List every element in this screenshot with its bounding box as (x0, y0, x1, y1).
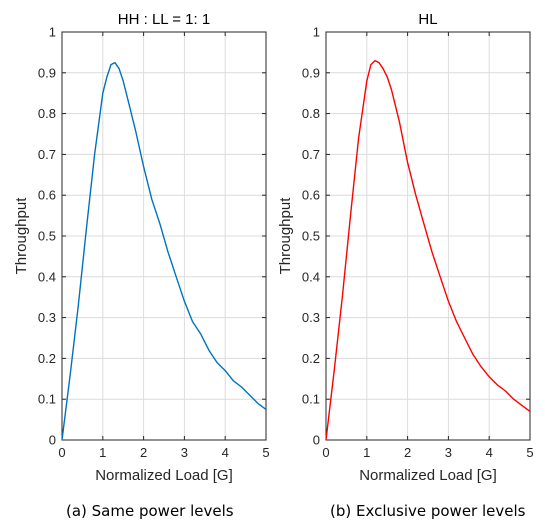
caption-b: (b) Exclusive power levels (330, 502, 526, 520)
y-tick-label: 0.1 (302, 392, 320, 407)
x-tick-label: 5 (262, 445, 269, 460)
x-tick-label: 5 (526, 445, 533, 460)
x-tick-label: 2 (404, 445, 411, 460)
series-line (325, 59, 531, 441)
chart-title: HL (418, 11, 437, 28)
x-tick-label: 4 (222, 445, 229, 460)
y-tick-label: 0.5 (38, 229, 56, 244)
y-tick-label: 0.4 (302, 269, 320, 284)
figure: 0 1 2 3 4 5 0 0.1 0.2 0.3 0.4 0.5 0.6 0.7 0.8 0.9 1 HH : … (13, 11, 534, 484)
x-tick-label: 0 (322, 445, 329, 460)
y-tick-label: 0.6 (38, 188, 56, 203)
series-line (61, 61, 267, 441)
y-tick-label: 0.3 (38, 310, 56, 325)
x-tick-label: 1 (363, 445, 370, 460)
x-axis-label: Normalized Load [G] (359, 467, 497, 484)
x-tick-label: 2 (140, 445, 147, 460)
y-tick-label: 0.1 (38, 392, 56, 407)
y-axis-label: Throughput (13, 197, 30, 275)
y-tick-label: 0.8 (38, 106, 56, 121)
y-tick-label: 0.5 (302, 229, 320, 244)
chart-title: HH : LL = 1: 1 (118, 11, 210, 28)
y-tick-label: 0.4 (38, 269, 56, 284)
y-tick-label: 0.8 (302, 106, 320, 121)
caption-a: (a) Same power levels (66, 502, 234, 520)
y-tick-label: 0.7 (302, 147, 320, 162)
y-tick-label: 0.9 (302, 65, 320, 80)
y-axis-label: Throughput (277, 197, 294, 275)
y-tick-label: 0.9 (38, 65, 56, 80)
y-tick-label: 0.6 (302, 188, 320, 203)
x-tick-label: 3 (445, 445, 452, 460)
y-tick-label: 0 (313, 433, 320, 448)
y-tick-label: 0.2 (38, 351, 56, 366)
y-tick-label: 0.2 (302, 351, 320, 366)
x-tick-label: 4 (486, 445, 493, 460)
y-tick-label: 0.7 (38, 147, 56, 162)
x-tick-label: 1 (99, 445, 106, 460)
x-axis-label: Normalized Load [G] (95, 467, 233, 484)
y-tick-label: 0.3 (302, 310, 320, 325)
x-tick-label: 0 (58, 445, 65, 460)
chart-panel-a: 0 1 2 3 4 5 0 0.1 0.2 0.3 0.4 0.5 0.6 0.7 0.8 0.9 1 HH : … (13, 11, 270, 484)
y-tick-label: 1 (313, 25, 320, 40)
y-tick-label: 1 (49, 25, 56, 40)
chart-panel-b: 0 1 2 3 4 5 0 0.1 0.2 0.3 0.4 0.5 0.6 0.7 0.8 0.9 1 HL Nor… (277, 11, 534, 484)
x-tick-label: 3 (181, 445, 188, 460)
y-tick-label: 0 (49, 433, 56, 448)
